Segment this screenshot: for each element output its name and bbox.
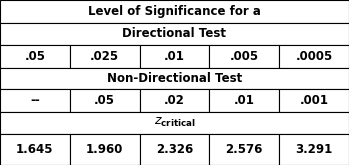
Bar — [209, 45, 279, 68]
Bar — [209, 89, 279, 112]
Bar — [0, 23, 349, 45]
Text: $\mathbf{\mathit{z}}_{\mathbf{critical}}$: $\mathbf{\mathit{z}}_{\mathbf{critical}}… — [154, 116, 195, 130]
Bar — [279, 45, 349, 68]
Text: Level of Significance for a: Level of Significance for a — [88, 5, 261, 18]
Bar — [0, 89, 70, 112]
Bar — [70, 45, 140, 68]
Text: .01: .01 — [234, 94, 255, 107]
Text: 1.960: 1.960 — [86, 143, 124, 156]
Text: 1.645: 1.645 — [16, 143, 54, 156]
Bar — [0, 112, 349, 134]
Bar — [0, 134, 70, 165]
Bar — [0, 0, 349, 23]
Bar — [279, 134, 349, 165]
Bar — [140, 134, 209, 165]
Text: .02: .02 — [164, 94, 185, 107]
Bar — [140, 89, 209, 112]
Text: 2.576: 2.576 — [225, 143, 263, 156]
Text: .025: .025 — [90, 50, 119, 63]
Bar — [70, 134, 140, 165]
Bar — [140, 45, 209, 68]
Text: Non-Directional Test: Non-Directional Test — [107, 72, 242, 85]
Text: Directional Test: Directional Test — [122, 27, 227, 40]
Text: --: -- — [30, 94, 40, 107]
Text: .001: .001 — [299, 94, 329, 107]
Text: .005: .005 — [230, 50, 259, 63]
Text: .01: .01 — [164, 50, 185, 63]
Text: 3.291: 3.291 — [296, 143, 333, 156]
Text: .0005: .0005 — [296, 50, 333, 63]
Bar — [279, 89, 349, 112]
Bar — [0, 68, 349, 89]
Text: .05: .05 — [24, 50, 45, 63]
Text: .05: .05 — [94, 94, 115, 107]
Bar — [70, 89, 140, 112]
Bar — [0, 45, 70, 68]
Text: 2.326: 2.326 — [156, 143, 193, 156]
Bar — [209, 134, 279, 165]
